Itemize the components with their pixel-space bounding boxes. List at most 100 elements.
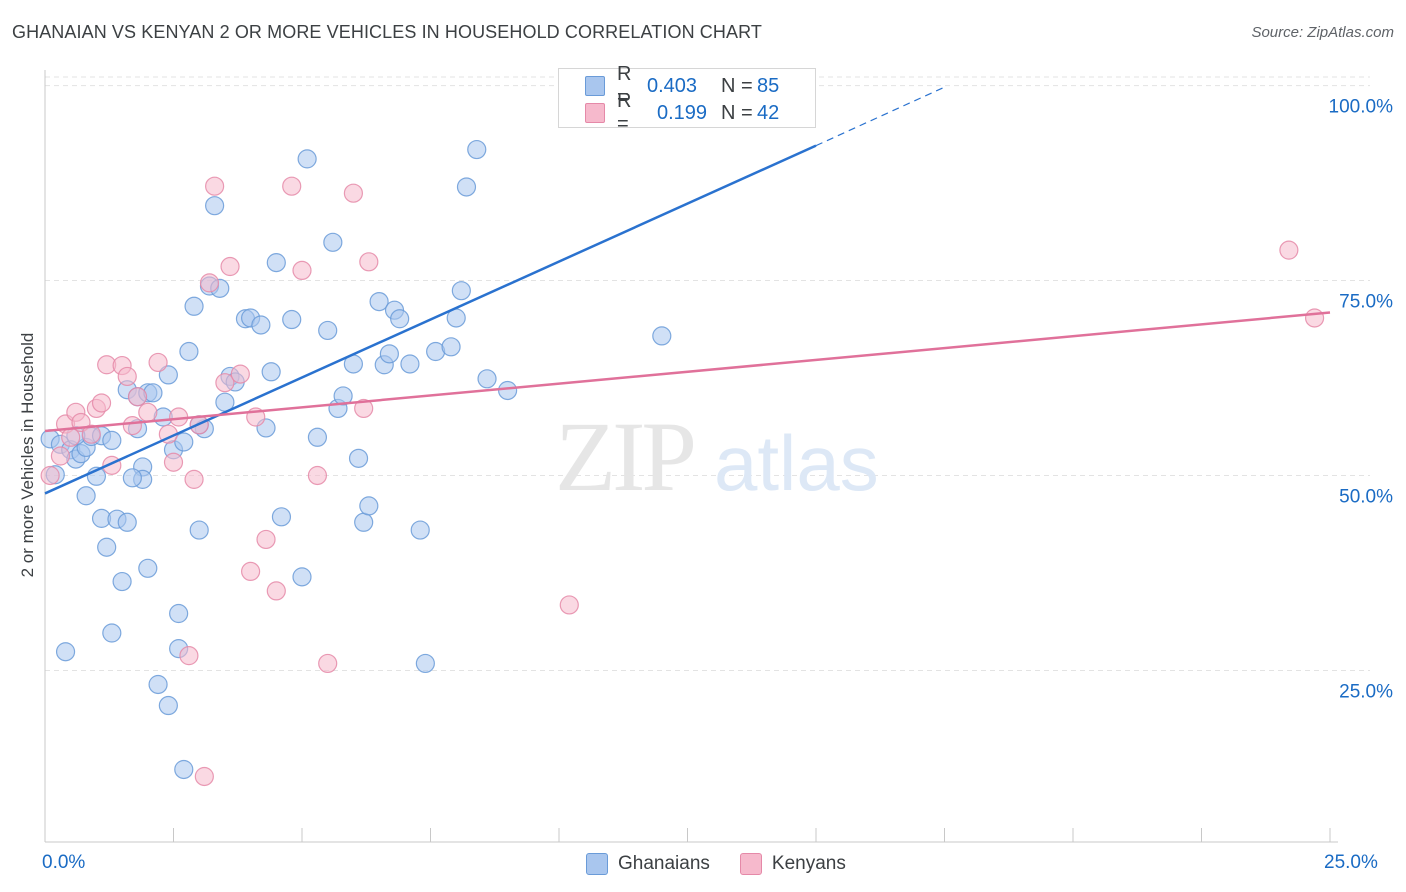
- ghanaian-point: [266, 253, 286, 273]
- ghanaian-point: [652, 326, 672, 346]
- ghanaian-point: [359, 496, 379, 516]
- watermark: ZIP atlas: [555, 401, 879, 512]
- x-tick-max: 25.0%: [1324, 852, 1378, 873]
- kenyan-point: [359, 252, 379, 272]
- kenyan-point: [292, 260, 312, 281]
- kenyan-point: [148, 352, 168, 373]
- n-label: N =: [721, 101, 753, 124]
- kenyan-point: [220, 256, 240, 277]
- source-note: Source: ZipAtlas.com: [1251, 24, 1394, 41]
- axes: [44, 70, 1338, 843]
- ghanaian-point: [410, 520, 430, 540]
- kenyan-point: [282, 176, 302, 196]
- ghanaian-point: [76, 486, 96, 506]
- kenyan-point: [354, 398, 374, 419]
- watermark-zip: ZIP: [555, 401, 693, 512]
- kenyans-points: [40, 176, 1325, 787]
- ghanaian-point: [122, 468, 142, 488]
- y-tick-label: 50.0%: [1339, 486, 1393, 507]
- x-tick-min: 0.0%: [42, 852, 86, 873]
- ghanaian-point: [297, 149, 317, 169]
- ghanaian-point: [415, 653, 435, 674]
- r-label: R =: [617, 63, 632, 108]
- kenyan-point: [230, 364, 250, 384]
- grid-lines: [45, 76, 1370, 671]
- kenyan-point: [179, 646, 199, 666]
- ghanaian-point: [456, 177, 477, 197]
- legend-label: Kenyans: [771, 853, 846, 874]
- trend-lines: [44, 86, 1331, 495]
- ghanaian-point: [102, 623, 122, 643]
- ghanaian-point: [441, 337, 461, 357]
- watermark-atlas: atlas: [714, 419, 879, 507]
- kenyans-trend-line: [44, 311, 1331, 433]
- ghanaian-point: [400, 354, 420, 374]
- ghanaian-point: [251, 315, 271, 335]
- stats-row-kenyans: R = 0.199 N = 42: [585, 90, 779, 135]
- kenyan-point: [256, 529, 276, 550]
- ghanaian-point: [261, 362, 281, 382]
- ghanaian-point: [117, 512, 137, 532]
- y-axis-label: 2 or more Vehicles in Household: [18, 332, 37, 578]
- kenyan-point: [559, 595, 579, 615]
- kenyan-point: [50, 446, 71, 466]
- n-label: N =: [721, 74, 753, 97]
- ghanaian-point: [138, 558, 158, 578]
- ghanaian-point: [498, 380, 518, 401]
- ghanaian-point: [333, 386, 353, 406]
- kenyan-point: [122, 415, 142, 436]
- kenyan-point: [1304, 308, 1325, 328]
- ghanaian-point: [323, 232, 343, 252]
- ghanaians-swatch: [586, 853, 608, 875]
- ghanaian-point: [318, 320, 338, 341]
- ghanaian-point: [379, 344, 399, 364]
- y-tick-label: 100.0%: [1329, 97, 1394, 118]
- kenyan-point: [205, 176, 225, 196]
- ghanaian-point: [271, 507, 292, 527]
- ghanaian-point: [282, 309, 302, 330]
- ghanaian-point: [369, 292, 389, 312]
- ghanaian-point: [148, 674, 168, 695]
- ghanaian-point: [169, 603, 189, 624]
- y-tick-label: 75.0%: [1339, 292, 1393, 313]
- stats-row-ghanaians: R = 0.403 N = 85: [585, 63, 779, 108]
- kenyan-point: [184, 469, 204, 489]
- ghanaian-point: [55, 642, 76, 662]
- ghanaians-swatch: [585, 76, 605, 96]
- kenyan-point: [343, 183, 363, 203]
- legend-item-kenyans: Kenyans: [739, 853, 846, 875]
- kenyan-point: [215, 373, 235, 393]
- ghanaian-point: [179, 341, 199, 362]
- ghanaian-point: [97, 537, 117, 557]
- kenyan-point: [194, 766, 214, 787]
- kenyan-point: [1279, 240, 1299, 260]
- ghanaian-point: [354, 512, 374, 532]
- kenyan-point: [241, 561, 261, 582]
- ghanaian-point: [292, 567, 312, 587]
- legend-label: Ghanaians: [618, 853, 710, 874]
- ghanaian-point: [477, 369, 497, 389]
- ghanaian-point: [112, 571, 132, 592]
- r-value: 0.403: [647, 74, 698, 97]
- kenyans-swatch: [585, 103, 605, 123]
- ghanaians-trend-extension: [815, 86, 945, 147]
- kenyan-point: [199, 273, 220, 293]
- ghanaian-point: [189, 520, 209, 540]
- ghanaian-point: [307, 427, 328, 447]
- ghanaian-point: [390, 309, 410, 329]
- chart-title: GHANAIAN VS KENYAN 2 OR MORE VEHICLES IN…: [12, 22, 762, 42]
- kenyan-point: [117, 366, 137, 387]
- legend-item-ghanaians: Ghanaians: [586, 853, 710, 875]
- kenyan-point: [138, 402, 158, 422]
- ghanaian-point: [174, 759, 194, 780]
- r-value: 0.199: [657, 101, 708, 124]
- kenyan-point: [127, 387, 148, 407]
- kenyans-swatch: [739, 853, 762, 875]
- kenyan-point: [91, 393, 112, 413]
- kenyan-point: [163, 452, 184, 472]
- stats-legend: R = 0.403 N = 85 R = 0.199 N = 42: [558, 63, 816, 135]
- ghanaian-point: [451, 281, 471, 301]
- kenyan-point: [307, 465, 328, 486]
- ghanaian-point: [174, 432, 194, 452]
